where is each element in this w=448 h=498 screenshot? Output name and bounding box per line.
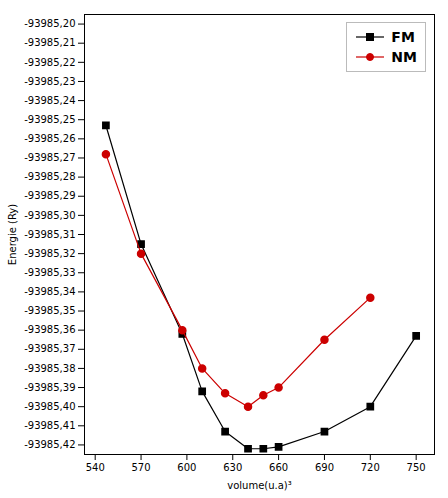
svg-text:-93985,29: -93985,29 [24,190,75,201]
svg-text:630: 630 [223,462,242,473]
svg-text:Energie (Ry): Energie (Ry) [7,204,18,265]
svg-text:-93985,25: -93985,25 [24,114,75,125]
svg-text:-93985,27: -93985,27 [24,152,75,163]
svg-text:-93985,38: -93985,38 [24,363,75,374]
svg-text:720: 720 [361,462,380,473]
html-text:FM: FM [391,29,415,45]
svg-text:600: 600 [177,462,196,473]
svg-text:-93985,40: -93985,40 [24,401,75,412]
svg-text:-93985,35: -93985,35 [24,305,75,316]
svg-text:-93985,30: -93985,30 [24,210,75,221]
svg-text:-93985,23: -93985,23 [24,76,75,87]
svg-text:-93985,26: -93985,26 [24,133,75,144]
svg-text:-93985,22: -93985,22 [24,57,75,68]
svg-text:-93985,20: -93985,20 [24,18,75,29]
svg-text:volume(u.a)³: volume(u.a)³ [227,480,292,491]
svg-text:-93985,39: -93985,39 [24,382,75,393]
svg-text:540: 540 [86,462,105,473]
svg-text:-93985,41: -93985,41 [24,420,75,431]
svg-text:-93985,33: -93985,33 [24,267,75,278]
svg-text:-93985,21: -93985,21 [24,37,75,48]
svg-text:690: 690 [315,462,334,473]
svg-text:-93985,37: -93985,37 [24,343,75,354]
svg-text:-93985,36: -93985,36 [24,324,75,335]
svg-text:-93985,34: -93985,34 [24,286,75,297]
svg-text:-93985,24: -93985,24 [24,95,75,106]
svg-text:-93985,32: -93985,32 [24,248,75,259]
svg-text:-93985,31: -93985,31 [24,229,75,240]
svg-text:-93985,28: -93985,28 [24,171,75,182]
svg-text:660: 660 [269,462,288,473]
html-text:NM: NM [391,49,417,65]
svg-text:750: 750 [407,462,426,473]
svg-text:570: 570 [132,462,151,473]
svg-text:-93985,42: -93985,42 [24,439,75,450]
